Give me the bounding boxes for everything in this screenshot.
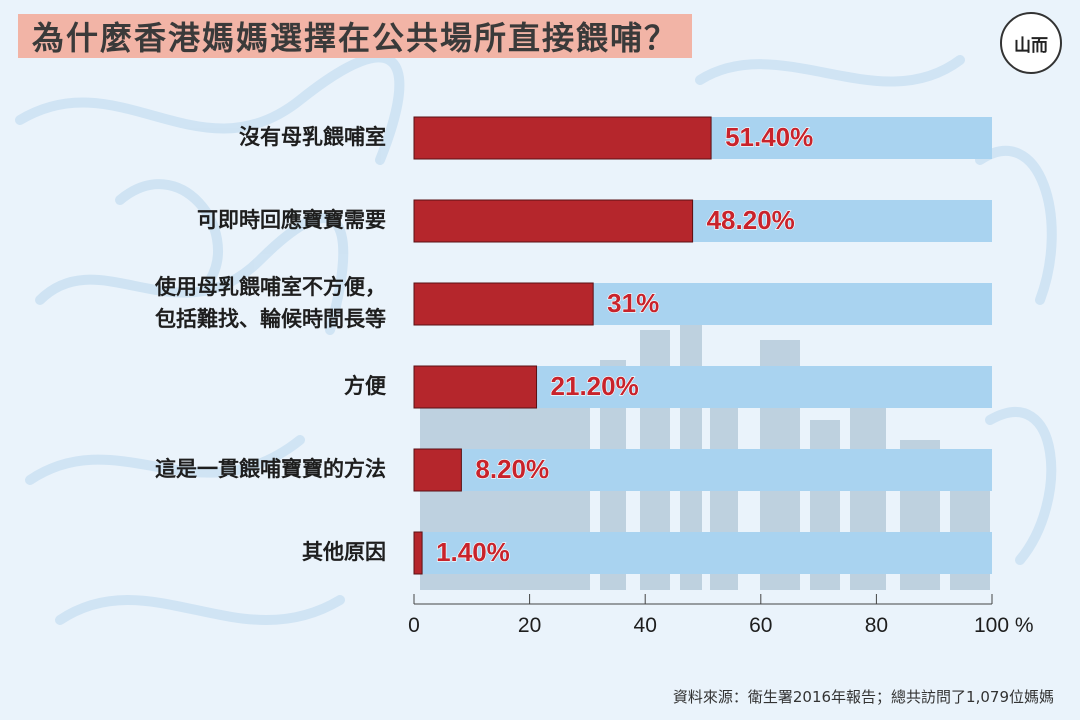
data-label: 8.20% bbox=[475, 454, 549, 484]
brand-logo-text: 山而 bbox=[1014, 35, 1048, 56]
category-label: 可即時回應寶寶需要 bbox=[197, 208, 386, 232]
source-note: 資料來源：衛生署2016年報告；總共訪問了1,079位媽媽 bbox=[672, 688, 1054, 706]
data-label: 21.20% bbox=[551, 371, 639, 401]
category-label: 其他原因 bbox=[302, 540, 386, 564]
category-label: 這是一貫餵哺寶寶的方法 bbox=[155, 457, 386, 481]
title-band: 為什麼香港媽媽選擇在公共場所直接餵哺？ bbox=[18, 14, 693, 58]
category-label: 方便 bbox=[344, 374, 387, 398]
bar bbox=[413, 282, 594, 326]
data-label: 1.40% bbox=[436, 537, 510, 567]
data-label: 31% bbox=[607, 288, 659, 318]
x-tick-label: 0 bbox=[408, 614, 420, 637]
row-band bbox=[414, 532, 992, 574]
brand-logo: 山而 bbox=[1000, 12, 1062, 74]
bar bbox=[413, 116, 712, 160]
bar bbox=[413, 365, 538, 409]
category-label: 包括難找、輪候時間長等 bbox=[155, 307, 386, 331]
page-title: 為什麼香港媽媽選擇在公共場所直接餵哺？ bbox=[32, 19, 679, 57]
x-tick-label: 40 bbox=[634, 614, 657, 637]
x-tick-label: 60 bbox=[749, 614, 772, 637]
bar bbox=[413, 199, 694, 243]
x-tick-label: 80 bbox=[865, 614, 888, 637]
x-tick-label: 100 % bbox=[974, 614, 1034, 637]
bar bbox=[413, 531, 423, 575]
data-label: 48.20% bbox=[707, 205, 795, 235]
data-label: 51.40% bbox=[725, 122, 813, 152]
category-label: 沒有母乳餵哺室 bbox=[239, 125, 386, 149]
bar bbox=[413, 448, 462, 492]
category-label: 使用母乳餵哺室不方便， bbox=[154, 275, 386, 299]
x-tick-label: 20 bbox=[518, 614, 541, 637]
row-band bbox=[414, 449, 992, 491]
